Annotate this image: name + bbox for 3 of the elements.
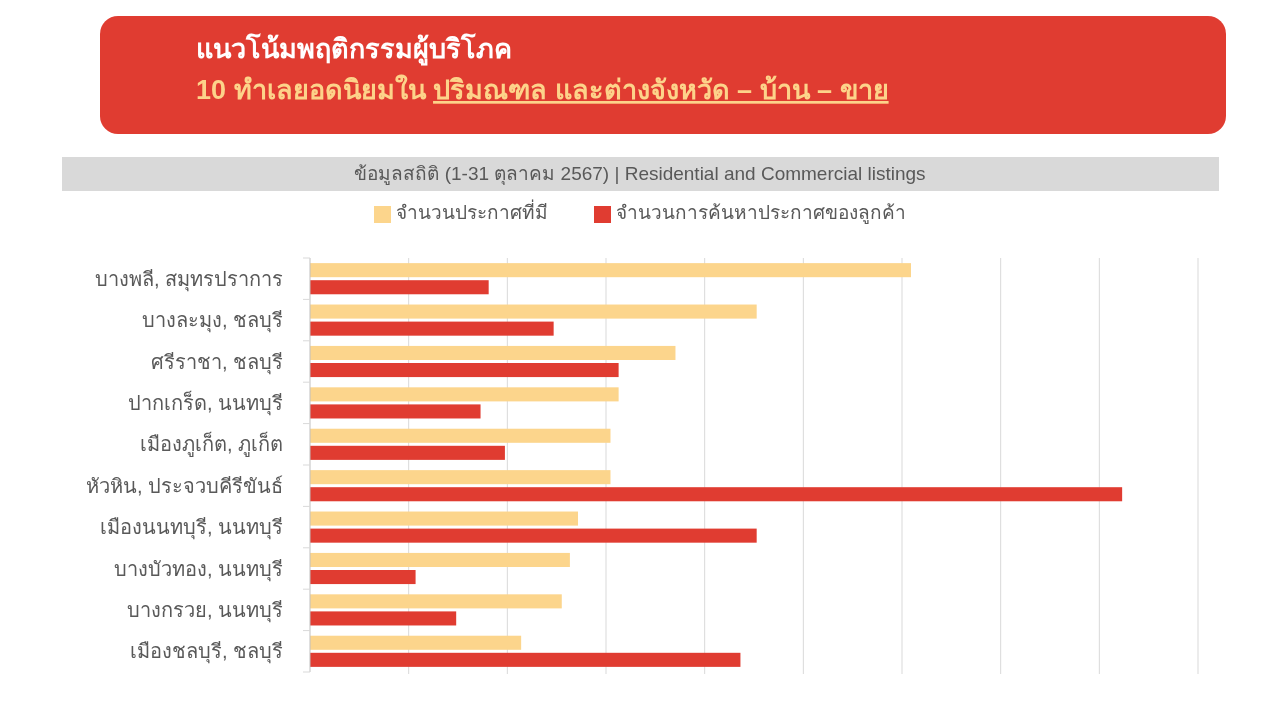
annotation: ข้อมูลสถิติ (1-31 ตุลาคม 2567) | Residential and Commercial listings <box>354 163 926 184</box>
subtitle: 10 ทำเลยอดนิยมใน ปริมณฑล และต่างจังหวัด – บ้าน – ขาย <box>196 75 889 105</box>
title: แนวโน้มพฤติกรรมผู้บริโภค <box>196 34 512 64</box>
